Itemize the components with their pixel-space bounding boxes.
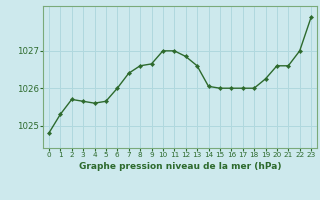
X-axis label: Graphe pression niveau de la mer (hPa): Graphe pression niveau de la mer (hPa): [79, 162, 281, 171]
